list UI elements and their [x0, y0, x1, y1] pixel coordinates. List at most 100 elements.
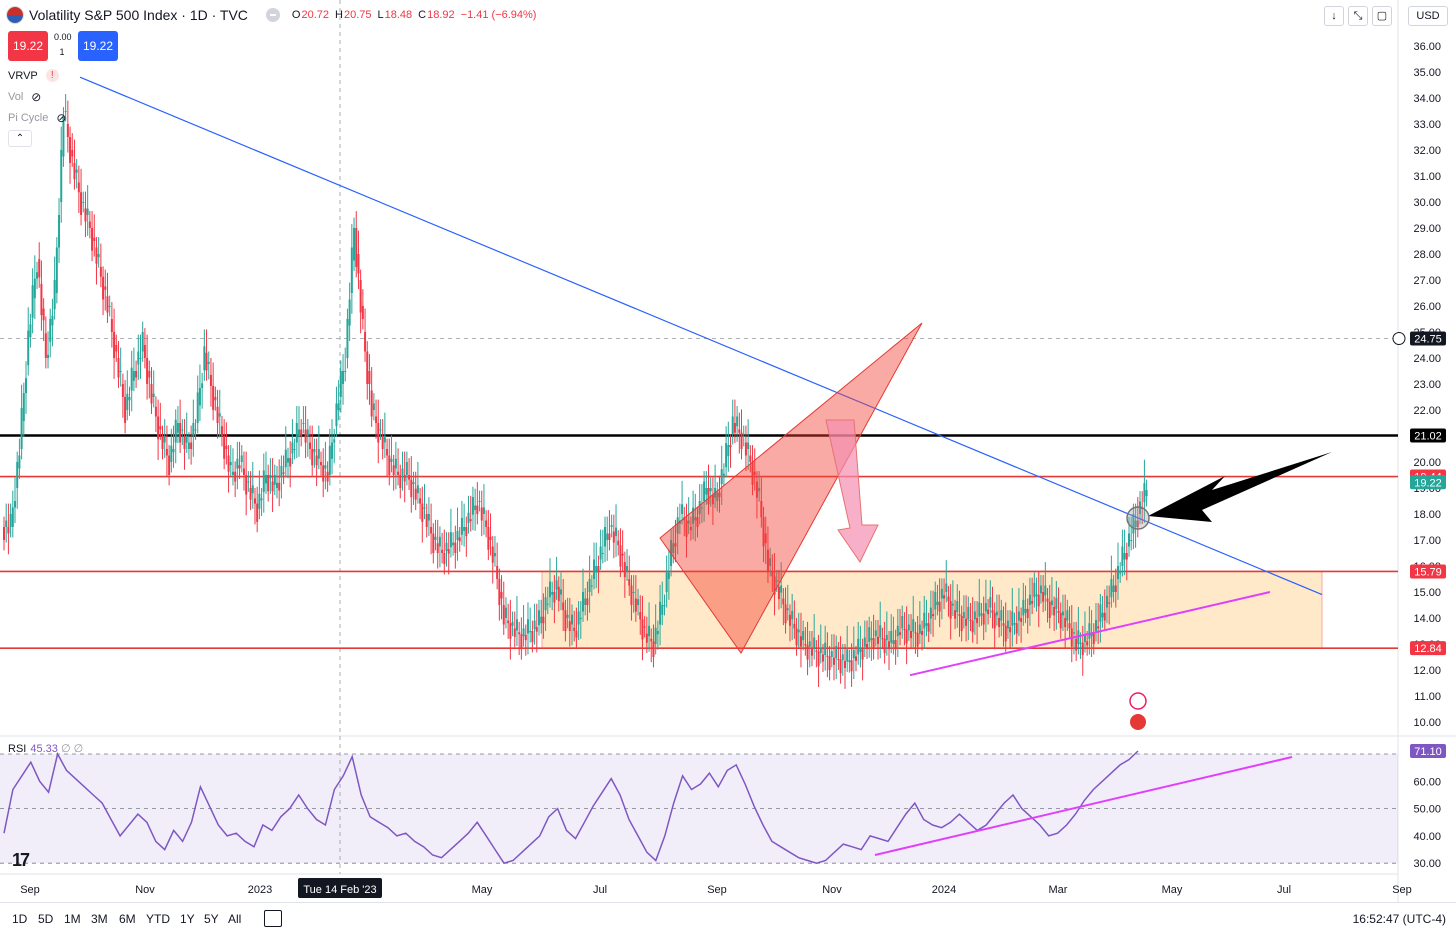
candle-body [982, 613, 985, 625]
candle-body [137, 351, 140, 365]
buy-button[interactable]: 19.22 [78, 31, 118, 61]
candle-body [326, 471, 329, 482]
price-label-text: 12.84 [1414, 643, 1442, 655]
sell-button[interactable]: 19.22 [8, 31, 48, 61]
candle-body [247, 481, 250, 483]
candle-body [722, 473, 725, 476]
candle-body [209, 374, 212, 386]
candle-body [328, 445, 331, 475]
candle-body [927, 623, 930, 632]
candle-body [185, 436, 188, 443]
candle-body [1004, 625, 1007, 642]
warning-icon[interactable]: ! [45, 69, 59, 82]
candle-body [231, 471, 234, 475]
arrow-down-icon[interactable]: ↓ [1324, 6, 1344, 26]
candle-body [716, 492, 719, 501]
candle-body [951, 603, 954, 606]
candle-body [923, 612, 926, 629]
candle-body [368, 371, 371, 384]
candle-body [1006, 620, 1009, 629]
candle-body [348, 299, 351, 326]
indicator-pi-cycle[interactable]: Pi Cycle ⊘ [8, 111, 67, 125]
time-axis-label: Nov [822, 884, 842, 896]
candle-body [234, 471, 237, 482]
chart-canvas[interactable]: 36.00 35.00 34.00 33.00 32.00 31.00 30.00 29.00… [0, 0, 1456, 902]
candle-body [225, 445, 228, 449]
price-tick-label: 20.00 [1413, 457, 1441, 469]
candle-body [905, 629, 908, 644]
candle-body [331, 442, 334, 459]
candle-body [645, 633, 648, 643]
screenshot-icon[interactable]: ▢ [1372, 6, 1392, 26]
candle-body [788, 614, 791, 626]
candle-body [11, 507, 14, 527]
candle-body [403, 475, 406, 482]
candle-body [663, 605, 666, 606]
candle-body [582, 592, 585, 612]
candle-body [848, 660, 851, 663]
candle-body [575, 631, 578, 638]
candle-body [751, 462, 754, 485]
candle-body [119, 371, 122, 372]
timeframe-1y[interactable]: 1Y [180, 912, 195, 926]
candle-body [383, 436, 386, 443]
candle-body [344, 371, 347, 372]
candle-body [689, 527, 692, 531]
indicator-vol[interactable]: Vol ⊘ [8, 90, 42, 104]
ohlc-low: L18.48 [377, 9, 413, 21]
candle-body [526, 619, 529, 634]
candle-body [1136, 520, 1139, 527]
indicator-vrvp[interactable]: VRVP! [8, 69, 59, 82]
candle-body [687, 520, 690, 524]
candle-body [86, 208, 89, 215]
candle-body [826, 655, 829, 657]
candle-body [522, 628, 525, 637]
candle-body [1090, 633, 1093, 637]
timeframe-6m[interactable]: 6M [119, 912, 136, 926]
candle-body [97, 254, 100, 258]
timeframe-3m[interactable]: 3M [91, 912, 108, 926]
candle-body [780, 585, 783, 593]
candle-body [427, 514, 430, 521]
calendar-icon[interactable] [264, 910, 282, 927]
candle-body [520, 634, 523, 650]
timeframe-1d[interactable]: 1D [12, 912, 28, 926]
currency-selector[interactable]: USD [1408, 6, 1448, 26]
candle-body [253, 498, 256, 504]
expand-icon[interactable]: ⤡ [1348, 6, 1368, 26]
candle-body [775, 580, 778, 582]
timeframe-ytd[interactable]: YTD [146, 912, 170, 926]
timeframe-all[interactable]: All [228, 912, 242, 926]
timeframe-5d[interactable]: 5D [38, 912, 54, 926]
candle-body [725, 443, 728, 468]
symbol-title[interactable]: Volatility S&P 500 Index · 1D · TVC [29, 7, 248, 23]
candle-body [841, 654, 844, 661]
candle-body [161, 436, 164, 449]
candle-body [681, 504, 684, 514]
candle-body [315, 455, 318, 466]
eye-crossed-icon[interactable]: ⊘ [56, 111, 67, 125]
candle-body [44, 333, 47, 358]
price-label-box [1410, 475, 1446, 490]
candle-body [458, 537, 461, 542]
candle-body [674, 543, 677, 547]
candle-body [16, 462, 19, 488]
chevron-up-icon[interactable]: ⌃ [8, 130, 32, 147]
candle-body [777, 586, 780, 600]
candle-body [289, 458, 292, 467]
candle-body [150, 384, 153, 404]
timeframe-1m[interactable]: 1M [64, 912, 81, 926]
rsi-legend[interactable]: RSI 45.33 ∅ ∅ [8, 743, 84, 755]
candle-body [601, 553, 604, 554]
candle-body [1103, 612, 1106, 621]
timeframe-5y[interactable]: 5Y [204, 912, 219, 926]
eye-crossed-icon[interactable]: ⊘ [31, 90, 42, 104]
candle-body [306, 429, 309, 436]
candle-body [507, 620, 510, 624]
candle-body [113, 332, 116, 358]
candle-body [564, 610, 567, 631]
candle-body [454, 542, 457, 553]
lightning-icon [1129, 692, 1147, 710]
minimize-icon[interactable] [265, 8, 280, 22]
candle-body [940, 588, 943, 599]
